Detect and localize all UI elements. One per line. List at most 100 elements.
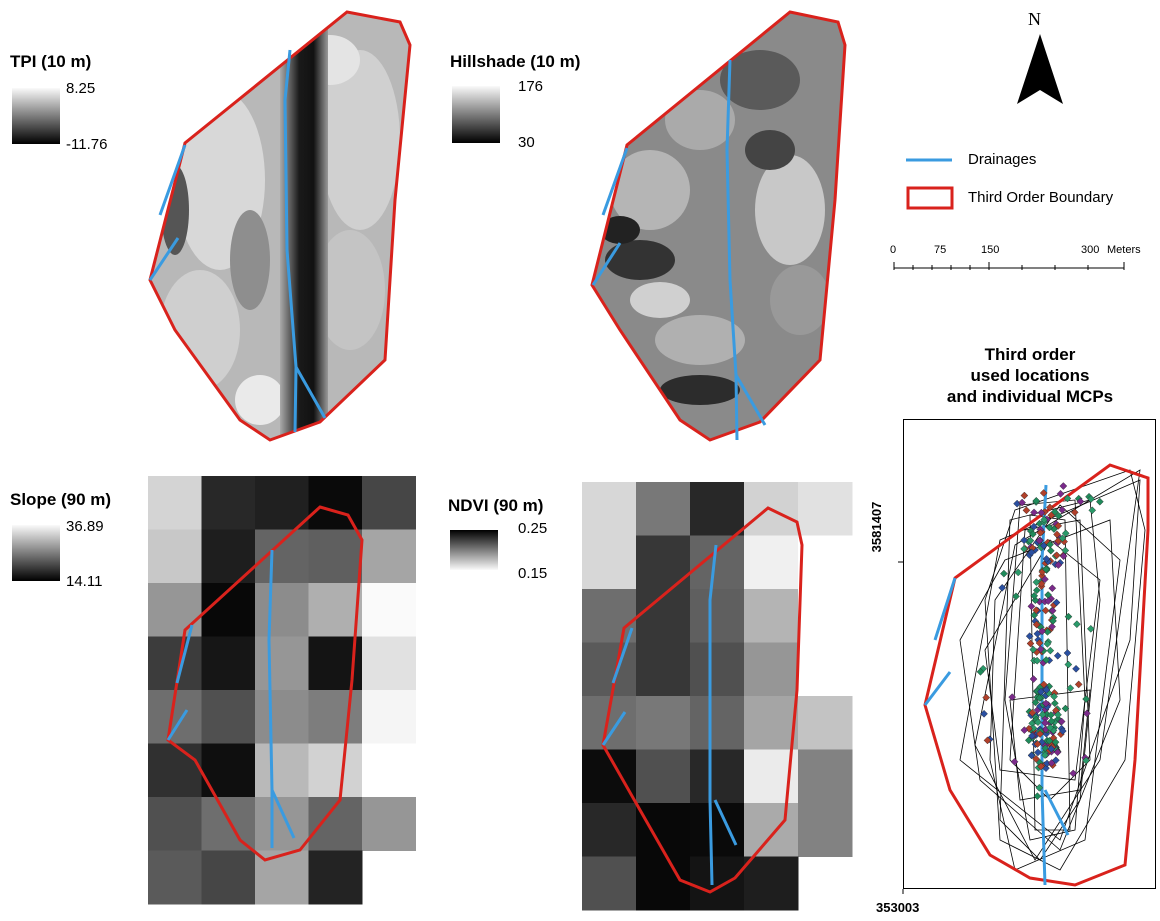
- used-location-point: [1050, 692, 1058, 701]
- used-location-point: [1037, 762, 1045, 771]
- raster-cell: [636, 696, 691, 750]
- used-location-point: [1027, 602, 1036, 611]
- used-location-point: [1045, 523, 1054, 532]
- used-location-point: [1029, 675, 1038, 683]
- raster-cell: [255, 690, 309, 744]
- used-location-point: [1026, 536, 1035, 545]
- used-location-point: [1000, 569, 1008, 578]
- raster-cell: [148, 583, 202, 637]
- used-location-point: [1076, 497, 1085, 506]
- used-location-point: [1040, 680, 1048, 689]
- hillshade-color-ramp: [452, 86, 500, 143]
- used-location-point: [1040, 515, 1048, 524]
- legend-drainages-label: Drainages: [968, 151, 1037, 168]
- legend-boundary-icon: [906, 186, 954, 210]
- raster-cell: [308, 476, 363, 530]
- used-location-point: [1088, 506, 1097, 515]
- used-location-point: [1052, 551, 1061, 560]
- used-location-point: [1041, 606, 1050, 615]
- used-location-point: [1035, 783, 1044, 792]
- used-location-point: [1029, 530, 1037, 538]
- used-location-point: [1024, 736, 1033, 745]
- raster-cell: [148, 743, 202, 798]
- used-location-point: [1046, 723, 1054, 732]
- used-location-point: [1028, 708, 1037, 717]
- used-location-point: [1069, 769, 1078, 778]
- used-location-point: [1029, 724, 1038, 733]
- raster-cell: [362, 797, 416, 851]
- slope-min-label: 14.11: [66, 573, 103, 590]
- used-location-point: [1061, 704, 1070, 713]
- used-location-point: [1057, 717, 1066, 726]
- ndvi-max-label: 0.25: [518, 520, 548, 537]
- used-location-point: [1036, 528, 1045, 537]
- slope-title: Slope (90 m): [10, 490, 112, 509]
- used-location-point: [976, 667, 985, 676]
- raster-cell: [690, 589, 745, 643]
- raster-cell: [201, 636, 256, 691]
- used-location-point: [1030, 522, 1038, 531]
- used-locations-title-line3: and individual MCPs: [946, 387, 1114, 406]
- hillshade-min-label: 30: [518, 134, 535, 151]
- mcp-outline: [1009, 689, 1091, 801]
- raster-cell: [636, 749, 691, 804]
- used-location-point: [1096, 497, 1104, 506]
- raster-cell: [255, 636, 309, 691]
- used-location-point: [1039, 541, 1048, 550]
- scale-bar: [893, 262, 1125, 270]
- raster-cell: [798, 749, 853, 804]
- north-arrow-label: N: [1028, 9, 1041, 29]
- used-location-point: [1042, 565, 1050, 574]
- mcp-outline: [959, 519, 1121, 851]
- used-location-point: [1054, 710, 1062, 719]
- raster-cell: [362, 529, 416, 584]
- used-location-point: [1073, 620, 1081, 629]
- used-location-point: [1018, 498, 1026, 507]
- scale-unit: Meters: [1107, 244, 1141, 256]
- raster-cell: [798, 803, 853, 857]
- raster-cell: [690, 535, 745, 590]
- used-location-point: [1030, 592, 1039, 600]
- raster-cell: [690, 856, 745, 911]
- used-location-point: [1054, 522, 1063, 530]
- raster-cell: [798, 642, 853, 697]
- raster-cell: [582, 642, 637, 697]
- used-location-point: [1027, 751, 1036, 760]
- used-location-point: [1041, 719, 1049, 727]
- raster-cell: [148, 476, 202, 530]
- used-location-point: [1013, 499, 1021, 508]
- mcp-outline: [959, 479, 1141, 841]
- raster-cell: [744, 589, 799, 643]
- raster-cell: [255, 476, 309, 530]
- scale-tick-75: 75: [934, 244, 947, 256]
- used-location-point: [1020, 545, 1028, 553]
- ndvi-color-ramp: [450, 530, 498, 570]
- raster-cell: [744, 803, 799, 857]
- hillshade-title: Hillshade (10 m): [450, 52, 581, 71]
- used-location-point: [1027, 548, 1036, 557]
- used-location-point: [1020, 536, 1028, 545]
- used-location-point: [980, 709, 988, 718]
- raster-cell: [362, 636, 416, 691]
- used-location-point: [1047, 711, 1055, 719]
- used-location-point: [1030, 508, 1038, 517]
- used-location-point: [1032, 606, 1040, 615]
- raster-cell: [690, 642, 745, 697]
- raster-cell: [798, 535, 853, 590]
- used-location-point: [1034, 748, 1042, 757]
- used-location-point: [1052, 756, 1060, 765]
- used-location-point: [1063, 494, 1072, 503]
- used-location-point: [1047, 745, 1056, 753]
- legend-boundary-label: Third Order Boundary: [968, 189, 1114, 206]
- raster-cell: [636, 642, 691, 697]
- used-location-point: [1036, 730, 1044, 738]
- scale-tick-150: 150: [981, 244, 1000, 256]
- used-location-point: [1020, 491, 1029, 500]
- used-location-point: [1086, 625, 1095, 633]
- used-location-point: [1029, 645, 1038, 654]
- used-location-point: [982, 693, 991, 702]
- used-location-point: [1033, 656, 1041, 665]
- used-location-point: [1032, 620, 1041, 629]
- used-location-point: [1026, 639, 1035, 648]
